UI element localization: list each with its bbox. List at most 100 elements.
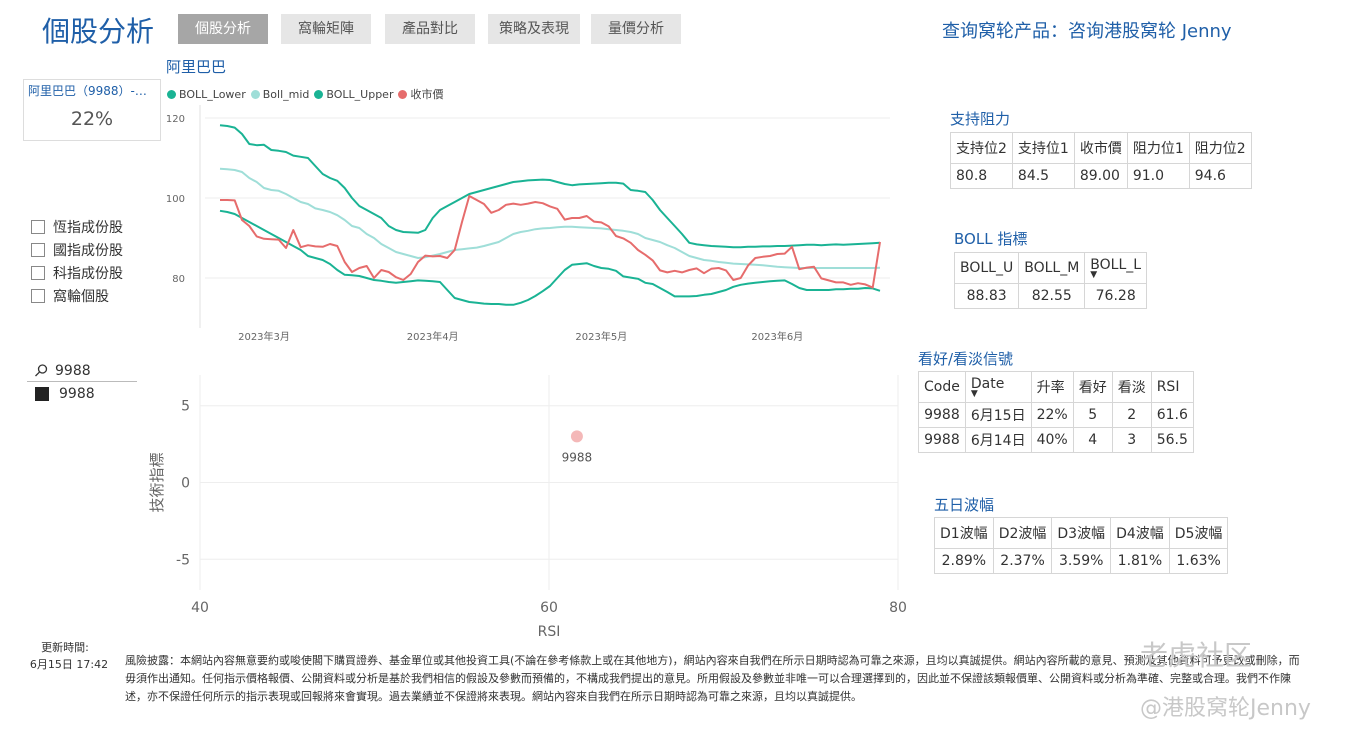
- column-header[interactable]: D3波幅: [1051, 517, 1112, 549]
- series-line-收市價: [220, 195, 881, 289]
- table-cell: 40%: [1030, 427, 1074, 453]
- table-cell: 76.28: [1084, 283, 1148, 309]
- table-cell: 2.37%: [992, 548, 1053, 574]
- signals-table: Code Date ▼ 升率 看好 看淡 RSI 9988 6月15日 22% 5…: [918, 371, 1194, 453]
- volatility-table: D1波幅 D2波幅 D3波幅 D4波幅 D5波幅 2.89% 2.37% 3.5…: [934, 517, 1229, 574]
- column-header[interactable]: 支持位2: [950, 132, 1013, 164]
- checkbox[interactable]: [31, 266, 45, 280]
- checkbox[interactable]: [31, 220, 45, 234]
- boll-table-title: BOLL 指標: [954, 230, 1028, 248]
- checkbox[interactable]: [31, 289, 45, 303]
- filter-hscei[interactable]: 國指成份股: [31, 240, 123, 260]
- table-cell: 1.63%: [1168, 548, 1229, 574]
- table-row: 9988 6月15日 22% 5 2 61.6: [918, 402, 1194, 428]
- column-header-label: Date: [970, 376, 1005, 392]
- y-tick-label: 0: [181, 476, 190, 492]
- chart-title: 阿里巴巴: [166, 58, 227, 76]
- table-cell: 5: [1072, 402, 1113, 428]
- table-cell: 9988: [918, 427, 966, 453]
- tab-product-compare[interactable]: 產品對比: [385, 14, 475, 44]
- column-header[interactable]: BOLL_M: [1018, 252, 1086, 284]
- legend-item[interactable]: Boll_mid: [250, 86, 309, 102]
- column-header[interactable]: BOLL_L ▼: [1084, 252, 1148, 284]
- search-box[interactable]: 9988: [27, 361, 137, 382]
- column-header[interactable]: BOLL_U: [953, 252, 1020, 284]
- table-cell: 89.00: [1073, 163, 1128, 189]
- y-tick-label: 120: [166, 114, 185, 125]
- table-cell: 3.59%: [1051, 548, 1112, 574]
- legend-label: BOLL_Upper: [326, 87, 394, 101]
- filter-label: 窩輪個股: [53, 289, 109, 305]
- column-header[interactable]: RSI: [1150, 371, 1194, 403]
- tab-strategy[interactable]: 策略及表現: [488, 14, 580, 44]
- filter-hsi[interactable]: 恆指成份股: [31, 217, 123, 237]
- sort-desc-icon: ▼: [970, 389, 978, 399]
- column-header[interactable]: 看好: [1072, 371, 1113, 403]
- filter-hstech[interactable]: 科指成份股: [31, 263, 123, 283]
- chart-legend: BOLL_Lower Boll_mid BOLL_Upper 收市價: [167, 86, 443, 102]
- boll-line-chart[interactable]: 80 100 120 2023年3月 2023年4月 2023年5月 2023年6月: [160, 100, 900, 350]
- table-cell: 82.55: [1018, 283, 1086, 309]
- legend-dot: [167, 89, 176, 99]
- volatility-title: 五日波幅: [934, 496, 995, 514]
- tab-stock-analysis[interactable]: 個股分析: [178, 14, 268, 44]
- stock-card-title: 阿里巴巴（9988）-…: [28, 84, 147, 98]
- x-tick-label: 80: [889, 600, 907, 616]
- column-header[interactable]: 看淡: [1111, 371, 1152, 403]
- table-cell: 6月14日: [964, 427, 1032, 453]
- table-cell: 9988: [918, 402, 966, 428]
- legend-item[interactable]: 收市價: [398, 86, 443, 102]
- column-header[interactable]: 收市價: [1073, 132, 1128, 164]
- series-line-Boll_mid: [219, 167, 881, 269]
- table-cell: 84.5: [1011, 163, 1075, 189]
- table-cell: 6月15日: [964, 402, 1032, 428]
- table-cell: 61.6: [1150, 402, 1194, 428]
- table-cell: 2.89%: [934, 548, 994, 574]
- sort-desc-icon: ▼: [1090, 270, 1098, 280]
- legend-item[interactable]: BOLL_Lower: [167, 86, 246, 102]
- support-resistance-table: 支持位2 支持位1 收市價 阻力位1 阻力位2 80.8 84.5 89.00 …: [950, 132, 1252, 189]
- y-tick-label: -5: [176, 552, 190, 568]
- filter-label: 科指成份股: [53, 266, 123, 282]
- table-cell: 56.5: [1150, 427, 1194, 453]
- column-header[interactable]: 升率: [1030, 371, 1074, 403]
- signals-title: 看好/看淡信號: [918, 350, 1014, 368]
- stock-card-value: 22%: [70, 108, 114, 130]
- column-header[interactable]: Code: [918, 371, 966, 403]
- rsi-scatter-chart[interactable]: 5 0 -5 40 60 80 RSI 技術指標 9988: [140, 365, 910, 640]
- column-header[interactable]: Date ▼: [964, 371, 1032, 403]
- column-header[interactable]: 阻力位1: [1126, 132, 1190, 164]
- column-header[interactable]: 支持位1: [1011, 132, 1075, 164]
- column-header[interactable]: D1波幅: [934, 517, 994, 549]
- y-tick-label: 80: [172, 274, 185, 285]
- tab-volume-price[interactable]: 量價分析: [591, 14, 681, 44]
- column-header[interactable]: D4波幅: [1110, 517, 1170, 549]
- search-input[interactable]: 9988: [55, 363, 91, 379]
- column-header-label: BOLL_L: [1090, 257, 1142, 273]
- legend-dot: [250, 89, 260, 99]
- filter-warrant-stocks[interactable]: 窩輪個股: [31, 286, 109, 306]
- column-header[interactable]: D2波幅: [992, 517, 1053, 549]
- x-axis-title: RSI: [538, 624, 561, 640]
- search-icon: [35, 364, 48, 377]
- column-header[interactable]: 阻力位2: [1188, 132, 1252, 164]
- y-axis-title: 技術指標: [148, 452, 166, 512]
- table-row: 88.83 82.55 76.28: [953, 283, 1148, 309]
- legend-item[interactable]: BOLL_Upper: [314, 86, 393, 102]
- contact-link[interactable]: 查询窝轮产品：咨询港股窝轮 Jenny: [942, 21, 1232, 42]
- table-cell: 88.83: [953, 283, 1020, 309]
- column-header[interactable]: D5波幅: [1168, 517, 1229, 549]
- table-cell: 91.0: [1126, 163, 1190, 189]
- x-tick-label: 40: [191, 600, 209, 616]
- selected-checkbox[interactable]: [35, 387, 49, 401]
- table-cell: 3: [1111, 427, 1152, 453]
- x-tick-label: 2023年3月: [238, 330, 290, 343]
- tab-warrant-matrix[interactable]: 窩輪矩陣: [281, 14, 371, 44]
- legend-dot: [314, 89, 324, 99]
- checkbox[interactable]: [31, 243, 45, 257]
- table-cell: 94.6: [1188, 163, 1252, 189]
- search-result-item[interactable]: 9988: [35, 386, 95, 402]
- x-tick-label: 2023年6月: [751, 330, 803, 343]
- table-cell: 4: [1072, 427, 1113, 453]
- x-tick-label: 2023年5月: [575, 330, 627, 343]
